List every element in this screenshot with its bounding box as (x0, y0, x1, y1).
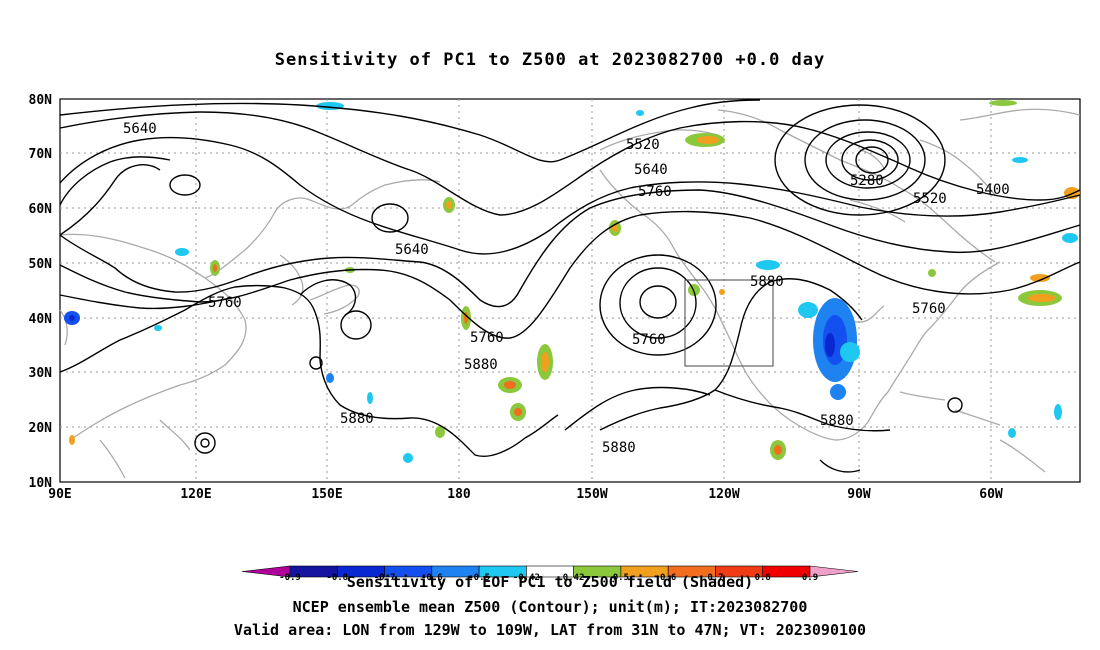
colorbar-tick-label: 0.42 (563, 573, 585, 583)
colorbar-tick-label: 0.8 (755, 573, 771, 583)
lon-label: 90W (847, 487, 871, 502)
contour-label: 5880 (464, 357, 498, 373)
lat-label: 30N (29, 366, 53, 381)
contour-label: 5640 (634, 162, 668, 178)
contour-label: 5640 (395, 242, 429, 258)
colorbar-tick-label: 0.9 (802, 573, 818, 583)
z500-contours (59, 99, 1081, 473)
coastlines (59, 108, 1081, 479)
contour-labels: 5640 5520 5640 5760 5280 5400 5520 5640 … (123, 121, 1010, 456)
contour-label: 5400 (976, 182, 1010, 198)
colorbar-tick-label: -0.5 (468, 573, 490, 583)
grid-lines (60, 99, 1080, 482)
lon-label: 150E (311, 487, 342, 502)
caption-contour: NCEP ensemble mean Z500 (Contour); unit(… (292, 598, 808, 616)
colorbar-tick-label: -0.9 (279, 573, 301, 583)
contour-label: 5760 (638, 184, 672, 200)
colorbar-tick-label: -0.8 (326, 573, 348, 583)
contour-label: 5520 (626, 137, 660, 153)
colorbar-tick-label: -0.7 (374, 573, 396, 583)
sensitivity-shading (64, 100, 1080, 463)
lat-label: 20N (29, 421, 53, 436)
lon-label: 180 (447, 487, 471, 502)
colorbar-tick-label: -0.6 (421, 573, 443, 583)
color-bar: -0.9 -0.8 -0.7 -0.6 -0.5 -0.42 0.42 0.5 0.6 0.7 0.… (241, 565, 859, 583)
colorbar-tick-label: 0.5 (613, 573, 629, 583)
colorbar-high-arrow (809, 565, 859, 578)
contour-label: 5760 (632, 332, 666, 348)
lon-label: 90E (48, 487, 71, 502)
caption-valid-area: Valid area: LON from 129W to 109W, LAT f… (233, 621, 867, 639)
contour-label: 5760 (912, 301, 946, 317)
map-title: Sensitivity of PC1 to Z500 at 2023082700… (274, 50, 826, 70)
contour-label: 5880 (750, 274, 784, 290)
contour-label: 5880 (340, 411, 374, 427)
colorbar-tick-label: 0.7 (707, 573, 723, 583)
colorbar-tick-label: -0.42 (513, 573, 540, 583)
lon-label: 120W (708, 487, 739, 502)
lon-label: 120E (180, 487, 211, 502)
longitude-labels: 90E 120E 150E 180 150W 120W 90W 60W (48, 487, 1003, 502)
contour-label: 5880 (820, 413, 854, 429)
lat-label: 50N (29, 257, 53, 272)
lat-label: 80N (29, 93, 53, 108)
contour-label: 5520 (913, 191, 947, 207)
contour-label: 5880 (602, 440, 636, 456)
latitude-labels: 80N 70N 60N 50N 40N 30N 20N 10N (29, 93, 53, 491)
colorbar-tick-label: 0.6 (660, 573, 676, 583)
contour-label: 5760 (208, 295, 242, 311)
lat-label: 10N (29, 476, 53, 491)
valid-area-box (684, 279, 774, 367)
contour-label: 5760 (470, 330, 504, 346)
lon-label: 150W (576, 487, 607, 502)
lat-label: 70N (29, 147, 53, 162)
lat-label: 40N (29, 312, 53, 327)
lat-label: 60N (29, 202, 53, 217)
contour-label: 5280 (850, 173, 884, 189)
caption-shaded: Sensitivity of EOF PC1 to Z500 field (Sh… (346, 573, 754, 591)
contour-label: 5640 (123, 121, 157, 137)
lon-label: 60W (979, 487, 1003, 502)
